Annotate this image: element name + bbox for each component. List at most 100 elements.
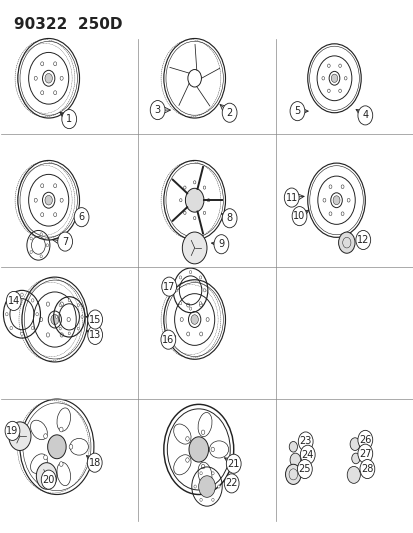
Circle shape xyxy=(222,103,237,122)
Circle shape xyxy=(180,318,183,321)
Circle shape xyxy=(59,427,63,432)
Ellipse shape xyxy=(31,420,47,440)
Circle shape xyxy=(201,430,204,434)
Circle shape xyxy=(199,498,202,502)
Text: 14: 14 xyxy=(7,296,20,306)
Text: 2: 2 xyxy=(226,108,232,118)
Circle shape xyxy=(88,310,102,329)
Ellipse shape xyxy=(197,462,211,487)
Text: 6: 6 xyxy=(78,212,84,222)
Circle shape xyxy=(59,327,61,330)
Ellipse shape xyxy=(197,413,211,437)
Text: 15: 15 xyxy=(89,314,101,325)
Circle shape xyxy=(217,485,220,488)
Text: 3: 3 xyxy=(154,105,160,115)
Circle shape xyxy=(62,110,76,128)
Text: 25: 25 xyxy=(298,464,310,474)
Circle shape xyxy=(6,292,21,311)
Circle shape xyxy=(327,64,330,68)
Text: 9: 9 xyxy=(218,239,224,249)
Circle shape xyxy=(34,198,37,202)
Circle shape xyxy=(330,74,337,83)
Circle shape xyxy=(186,303,189,307)
Circle shape xyxy=(47,435,66,459)
Circle shape xyxy=(43,455,47,460)
Text: 21: 21 xyxy=(227,459,240,469)
Circle shape xyxy=(297,459,311,479)
Circle shape xyxy=(10,326,12,330)
Circle shape xyxy=(183,186,185,189)
Circle shape xyxy=(5,421,20,440)
Circle shape xyxy=(179,199,182,202)
Text: 27: 27 xyxy=(358,449,371,459)
Circle shape xyxy=(199,332,202,336)
Circle shape xyxy=(60,76,63,80)
Circle shape xyxy=(203,186,205,189)
Circle shape xyxy=(206,318,209,321)
Circle shape xyxy=(349,438,359,450)
Circle shape xyxy=(30,237,32,240)
Circle shape xyxy=(222,209,237,228)
Circle shape xyxy=(36,463,57,489)
Circle shape xyxy=(59,304,61,306)
Text: 19: 19 xyxy=(6,426,19,436)
Circle shape xyxy=(211,472,214,475)
Circle shape xyxy=(289,441,297,452)
Circle shape xyxy=(67,317,70,321)
Circle shape xyxy=(338,64,341,68)
Circle shape xyxy=(203,289,205,292)
Circle shape xyxy=(9,422,31,450)
Circle shape xyxy=(60,198,63,202)
Circle shape xyxy=(179,302,181,305)
Circle shape xyxy=(340,185,343,189)
Circle shape xyxy=(43,434,47,439)
Circle shape xyxy=(45,74,52,83)
Circle shape xyxy=(193,485,196,488)
Circle shape xyxy=(198,476,215,497)
Ellipse shape xyxy=(173,424,191,444)
Text: 12: 12 xyxy=(356,235,368,245)
Circle shape xyxy=(161,330,176,349)
Text: 16: 16 xyxy=(162,335,174,345)
Circle shape xyxy=(224,474,238,493)
Circle shape xyxy=(338,232,354,253)
Circle shape xyxy=(179,276,181,279)
Circle shape xyxy=(193,181,195,184)
Circle shape xyxy=(290,102,304,120)
Circle shape xyxy=(77,304,79,306)
Circle shape xyxy=(189,271,191,273)
Text: 23: 23 xyxy=(299,437,311,447)
Circle shape xyxy=(357,106,372,125)
Circle shape xyxy=(199,303,202,307)
Circle shape xyxy=(41,470,56,489)
Circle shape xyxy=(55,316,57,318)
Circle shape xyxy=(54,184,57,188)
Circle shape xyxy=(60,302,63,306)
Circle shape xyxy=(46,333,50,337)
Circle shape xyxy=(57,232,72,251)
Circle shape xyxy=(299,445,314,464)
Circle shape xyxy=(185,437,189,441)
Ellipse shape xyxy=(70,439,88,455)
Circle shape xyxy=(45,196,52,205)
Circle shape xyxy=(185,188,204,212)
Text: 5: 5 xyxy=(294,106,300,116)
Ellipse shape xyxy=(31,454,47,473)
Circle shape xyxy=(39,317,43,321)
Circle shape xyxy=(51,314,59,325)
Text: 22: 22 xyxy=(225,478,237,488)
Circle shape xyxy=(322,198,325,202)
Circle shape xyxy=(150,101,165,119)
Circle shape xyxy=(40,233,42,236)
Circle shape xyxy=(46,244,48,247)
Circle shape xyxy=(88,325,102,344)
Circle shape xyxy=(321,77,324,80)
Circle shape xyxy=(10,298,12,302)
Circle shape xyxy=(46,302,50,306)
Circle shape xyxy=(175,289,177,292)
Circle shape xyxy=(60,333,63,337)
Circle shape xyxy=(40,91,44,95)
Ellipse shape xyxy=(173,455,191,475)
Circle shape xyxy=(31,298,34,302)
Text: 1: 1 xyxy=(66,114,72,124)
